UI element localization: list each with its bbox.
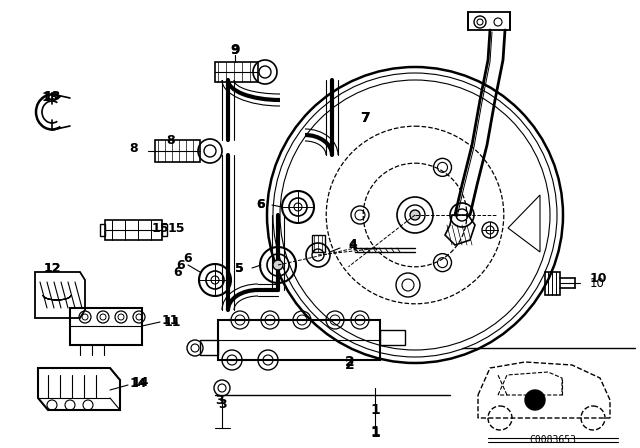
Text: 6: 6 <box>257 198 265 211</box>
Text: 15: 15 <box>168 221 186 234</box>
Text: 11: 11 <box>162 314 179 327</box>
Circle shape <box>211 276 219 284</box>
Text: 8: 8 <box>129 142 138 155</box>
Circle shape <box>294 203 302 211</box>
Text: 6: 6 <box>257 198 265 211</box>
Text: 11: 11 <box>164 315 182 328</box>
Text: 8: 8 <box>166 134 175 146</box>
Text: 4: 4 <box>348 237 356 250</box>
Text: 3: 3 <box>216 393 224 406</box>
Circle shape <box>410 210 420 220</box>
Text: 1: 1 <box>370 403 380 417</box>
Text: 14: 14 <box>132 375 150 388</box>
Text: 6: 6 <box>177 258 185 271</box>
Text: 10: 10 <box>590 276 605 289</box>
Text: 6: 6 <box>173 266 182 279</box>
Text: 2: 2 <box>345 355 355 369</box>
Text: 6: 6 <box>184 251 192 264</box>
Text: 15: 15 <box>152 221 170 234</box>
Text: 3: 3 <box>218 398 227 411</box>
Circle shape <box>525 390 545 410</box>
Text: 5: 5 <box>236 262 244 275</box>
Text: 14: 14 <box>130 376 147 389</box>
Text: 9: 9 <box>230 43 239 56</box>
Circle shape <box>273 260 283 270</box>
Text: 13: 13 <box>42 90 59 103</box>
Text: 12: 12 <box>44 262 61 275</box>
Polygon shape <box>508 195 540 252</box>
Text: 12: 12 <box>44 262 61 275</box>
Text: 10: 10 <box>590 271 607 284</box>
Text: 5: 5 <box>236 262 244 275</box>
Text: 13: 13 <box>44 90 61 103</box>
Text: 4: 4 <box>348 240 356 253</box>
Text: 1: 1 <box>370 425 380 439</box>
Text: 7: 7 <box>360 111 370 125</box>
Text: 9: 9 <box>230 43 240 57</box>
Text: C0083653: C0083653 <box>529 435 577 445</box>
Text: 1: 1 <box>370 426 380 440</box>
Text: 2: 2 <box>345 358 355 372</box>
Text: 7: 7 <box>360 111 370 125</box>
